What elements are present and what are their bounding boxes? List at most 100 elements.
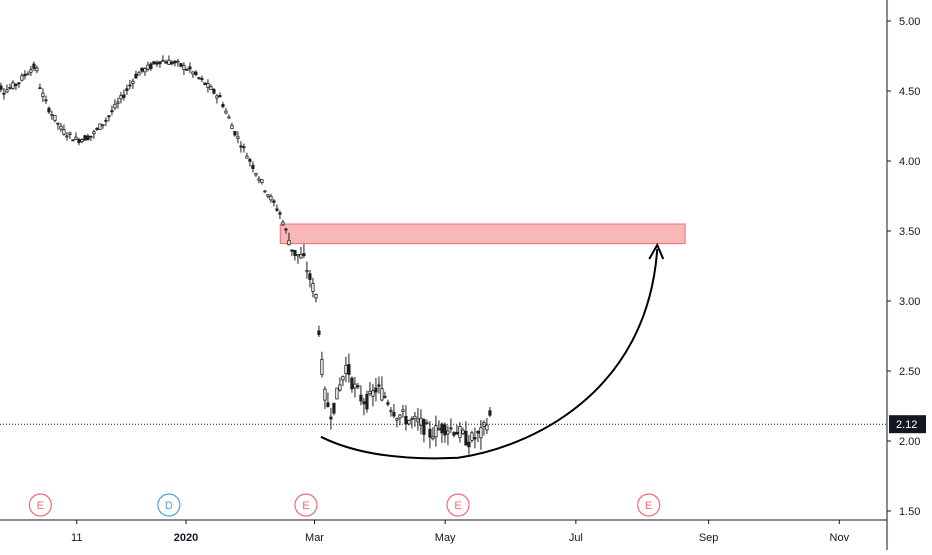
earnings-label: E [454,500,461,512]
resistance-zone [279,223,686,245]
candle [194,70,198,77]
candle [179,63,183,68]
candle [371,383,375,407]
dividend-circle [157,493,181,517]
x-tick-label: Sep [699,532,719,544]
candle-body [332,402,336,414]
candle-body [362,401,366,405]
candle [290,249,294,256]
candle-body [92,131,96,135]
candle [455,424,459,435]
candle [281,219,285,227]
candle [152,61,156,65]
earnings-label: E [645,500,652,512]
candle [62,124,66,136]
candle [245,152,249,159]
candle [482,420,486,436]
candle-body [272,200,276,203]
candle-body [119,95,123,100]
candle-body [2,92,6,95]
candle [161,55,165,62]
candle-body [452,432,456,436]
candle-body [242,146,246,149]
candle [353,376,357,398]
candle-body [197,77,201,80]
x-tick-label: 2020 [174,532,198,544]
candle [11,80,15,90]
candle [365,390,369,413]
y-tick-label: 2.00 [899,436,920,448]
event-marker-earnings: E [294,493,318,517]
y-tick-label: 3.50 [899,226,920,238]
candle [323,386,327,410]
candle [146,61,150,72]
candle-body [137,72,141,76]
candle [44,95,48,104]
candle-body [62,129,66,135]
candle-body [65,135,69,138]
candle [206,79,210,93]
candle-body [35,67,39,72]
candle-body [83,135,87,141]
candle-body [425,422,429,425]
candle [5,84,9,94]
candle-body [248,159,252,162]
candle [416,407,420,431]
candle [347,353,351,383]
candle-body [134,73,138,79]
candle-body [17,82,21,85]
candle [209,84,213,91]
candle [452,431,456,438]
candle [23,70,27,80]
candle [296,254,300,264]
last-price-tag: 2.12 [896,419,917,431]
candle [77,137,81,146]
candle [71,139,75,142]
candle [224,107,228,115]
event-marker-dividend: D [157,493,181,517]
candle-body [323,388,327,401]
candle [83,134,87,141]
candle [251,161,255,173]
candle [80,138,84,144]
event-marker-earnings: E [28,493,52,517]
candle [464,421,468,446]
candle-body [338,384,342,391]
candle-body [284,228,288,231]
candle-body [377,384,381,387]
candle-body [353,383,357,389]
candle-body [326,402,330,407]
candle-body [32,63,36,69]
candle [212,87,216,95]
candle-body [431,436,435,440]
candle-body [449,427,453,430]
candle-body [428,428,432,438]
earnings-circle [637,493,661,517]
candle [236,131,240,144]
candle-body [302,253,306,257]
candle-body [8,86,12,89]
candle-body [77,139,81,143]
candle-body [317,330,321,335]
candle-body [446,430,450,435]
candle-body [11,82,15,89]
candle [8,83,12,90]
candle [185,67,189,71]
candle-body [416,418,420,423]
bowl-projection-curve [320,248,659,460]
candle-body [29,69,33,73]
earnings-label: E [37,500,44,512]
candle [374,378,378,402]
candle [359,385,363,406]
candle [470,430,474,443]
candle-body [239,145,243,148]
candle [131,78,135,89]
candle [200,75,204,83]
candle-body [95,128,99,130]
candle [113,99,117,111]
candle-body [407,419,411,425]
candle [68,131,72,140]
candle-body [368,390,372,395]
candle [479,419,483,450]
